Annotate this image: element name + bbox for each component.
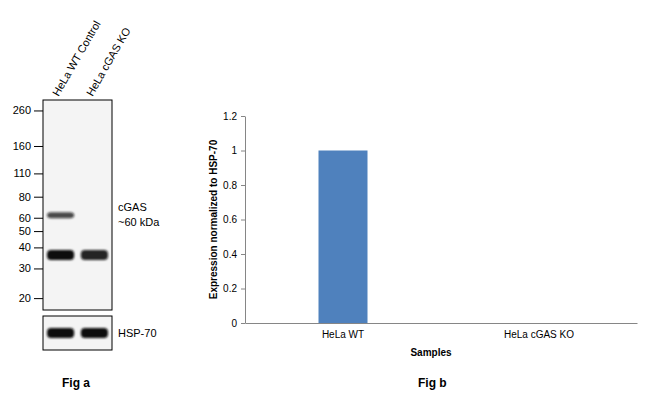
tick-mark [241, 185, 245, 186]
tick-label: 0.8 [223, 180, 237, 191]
tick-label: 30 [19, 262, 31, 274]
band-label: cGAS [118, 201, 147, 213]
tick: 0.8 [223, 180, 245, 191]
tick-label: 0.4 [223, 249, 237, 260]
bar [319, 151, 368, 324]
tick: 60 [19, 212, 43, 224]
band [47, 212, 74, 218]
tick: 260 [13, 104, 43, 116]
marker-axis: 260 160 110 80 6050 40 30 20 [13, 101, 44, 311]
band-label: ~60 kDa [118, 216, 160, 228]
tick-mark [34, 231, 43, 232]
band [81, 212, 108, 218]
tick-label: 1 [231, 145, 237, 156]
y-axis-title: Expression normalized to HSP-70 [208, 139, 219, 299]
figure: 260160110806050403020HeLa WT ControlHeLa… [0, 0, 650, 395]
tick: 110 [13, 167, 43, 179]
y-axis: 0 0.2 0.4 0.6 0.8 1 1.2 [223, 111, 245, 329]
tick: 40 [19, 241, 43, 253]
figure-caption: Fig b [418, 376, 447, 390]
tick: 30 [19, 262, 43, 274]
band [81, 328, 108, 338]
tick-mark [241, 289, 245, 290]
axis-line [245, 117, 246, 324]
tick-label: HeLa WT [322, 329, 364, 340]
loading-bands [47, 328, 108, 338]
tick-label: 40 [19, 241, 31, 253]
tick-label: 20 [19, 292, 31, 304]
tick: HeLa WT [322, 323, 364, 340]
tick-mark [34, 173, 43, 174]
tick-mark [241, 254, 245, 255]
x-axis: HeLa WT HeLa cGAS KO [246, 323, 638, 340]
tick-label: 260 [13, 104, 31, 116]
tick-label: 160 [13, 140, 31, 152]
tick-mark [34, 110, 43, 111]
tick: 50 [19, 225, 43, 237]
band [81, 250, 108, 260]
tick-mark [34, 218, 43, 219]
tick: 1.2 [223, 111, 245, 122]
tick-mark [241, 323, 245, 324]
tick-label: 60 [19, 212, 31, 224]
tick-mark [34, 268, 43, 269]
tick-label: 0 [231, 318, 237, 329]
tick-label: 50 [19, 225, 31, 237]
tick: 1 [231, 145, 245, 156]
tick-label: 110 [13, 167, 31, 179]
figure-caption: Fig a [62, 376, 90, 390]
x-axis-title: Samples [410, 347, 452, 358]
bar [515, 323, 564, 324]
axis-line [34, 101, 44, 311]
tick-mark [241, 151, 245, 152]
bars [319, 151, 368, 324]
axis-line [246, 323, 638, 324]
tick: 160 [13, 140, 43, 152]
tick-mark [34, 197, 43, 198]
loading-panel [43, 316, 112, 350]
tick-label: 80 [19, 191, 31, 203]
tick-mark [241, 220, 245, 221]
tick: 0.2 [223, 283, 245, 294]
tick-mark [34, 298, 43, 299]
band [47, 250, 74, 260]
lane-label: HeLa cGAS KO [84, 25, 133, 98]
tick-label: HeLa cGAS KO [504, 329, 574, 340]
tick: 0.6 [223, 214, 245, 225]
blot-panel [43, 100, 112, 310]
tick-label: 0.2 [223, 283, 237, 294]
tick-mark [34, 146, 43, 147]
band [47, 328, 74, 338]
loading-label: HSP-70 [118, 327, 157, 339]
tick: 0.4 [223, 249, 245, 260]
bar-chart: 0 0.2 0.4 0.6 0.8 1 1.2 HeLa WT HeLa cGAS KO Samp… [208, 111, 638, 390]
tick-label: 1.2 [223, 111, 237, 122]
tick: 20 [19, 292, 43, 304]
tick: 0 [231, 318, 245, 329]
tick: HeLa cGAS KO [504, 323, 574, 340]
blot: 260160110806050403020HeLa WT ControlHeLa… [13, 19, 161, 390]
bands [47, 212, 108, 260]
tick-mark [34, 247, 43, 248]
tick-mark [241, 116, 245, 117]
tick: 80 [19, 191, 43, 203]
tick-label: 0.6 [223, 214, 237, 225]
